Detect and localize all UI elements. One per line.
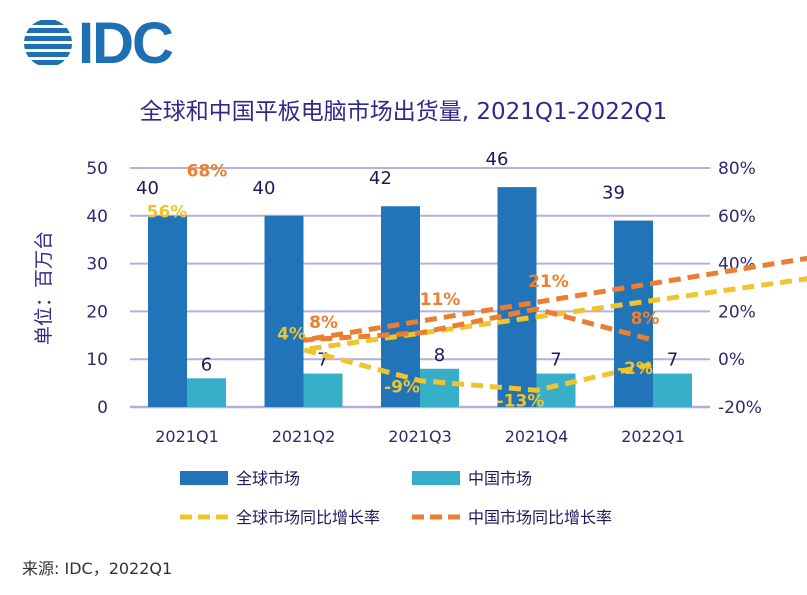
bar-value-label: 7 — [667, 350, 678, 371]
legend-label: 中国市场 — [468, 469, 532, 488]
y-tick-label: 50 — [86, 159, 108, 179]
bar-global — [148, 215, 187, 407]
y-tick-label: 10 — [86, 350, 108, 370]
y2-tick-label: -20% — [718, 398, 762, 418]
x-tick-label: 2021Q3 — [388, 427, 452, 446]
bar-china — [420, 368, 459, 407]
y2-tick-label: 20% — [718, 302, 756, 322]
bar-china — [653, 373, 692, 407]
x-tick-label: 2022Q1 — [621, 427, 685, 446]
line-value-label: 8% — [631, 309, 660, 329]
bar-global — [614, 220, 653, 407]
bar-value-label: 46 — [486, 149, 509, 170]
bar-value-label: 7 — [550, 350, 561, 371]
y-tick-label: 0 — [97, 398, 108, 418]
line-value-label: 68% — [187, 162, 228, 182]
y2-tick-label: 0% — [718, 350, 745, 370]
globe-icon — [24, 20, 72, 65]
bar-china — [303, 373, 343, 407]
y2-tick-label: 60% — [718, 207, 756, 227]
legend-label: 全球市场 — [236, 469, 300, 488]
bar-global — [497, 187, 537, 407]
line-china-growth — [303, 255, 807, 343]
bar-china — [536, 373, 576, 407]
legend-label: 全球市场同比增长率 — [236, 508, 380, 527]
line-value-label: 11% — [420, 290, 461, 310]
y-axis-label: 单位：百万台 — [33, 231, 55, 345]
bar-value-label: 39 — [602, 183, 625, 204]
bar-value-label: 42 — [369, 168, 392, 189]
line-value-label: 56% — [147, 202, 188, 222]
y-tick-label: 30 — [86, 255, 108, 275]
chart-title: 全球和中国平板电脑市场出货量, 2021Q1-2022Q1 — [139, 99, 668, 125]
logo-text: IDC — [78, 11, 174, 76]
legend-swatch — [180, 471, 228, 485]
bar-value-label: 40 — [253, 178, 276, 199]
bar-value-label: 7 — [317, 350, 328, 371]
source-note: 来源: IDC，2022Q1 — [22, 559, 173, 578]
line-value-label: 8% — [309, 313, 338, 333]
x-tick-label: 2021Q1 — [155, 427, 219, 446]
bar-china — [187, 378, 226, 407]
idc-logo — [22, 18, 78, 72]
bar-value-label: 6 — [201, 354, 212, 375]
bar-value-label: 8 — [434, 345, 445, 366]
legend-swatch — [412, 471, 460, 485]
bar-value-label: 40 — [136, 178, 159, 199]
line-value-label: 21% — [528, 272, 569, 292]
legend-label: 中国市场同比增长率 — [468, 508, 612, 527]
line-global-growth — [302, 276, 807, 393]
y2-tick-label: 80% — [718, 159, 756, 179]
bar-global — [264, 215, 304, 407]
line-value-label: -2% — [617, 359, 653, 379]
x-tick-label: 2021Q4 — [505, 427, 569, 446]
x-tick-label: 2021Q2 — [272, 427, 336, 446]
line-value-label: -13% — [497, 391, 545, 411]
line-value-label: -9% — [384, 378, 420, 398]
y-tick-label: 40 — [86, 207, 108, 227]
line-value-label: 4% — [277, 325, 306, 345]
y-tick-label: 20 — [86, 302, 108, 322]
chart-area: 01020304050-20%0%20%40%60%80%单位：百万台2021Q… — [33, 149, 807, 527]
